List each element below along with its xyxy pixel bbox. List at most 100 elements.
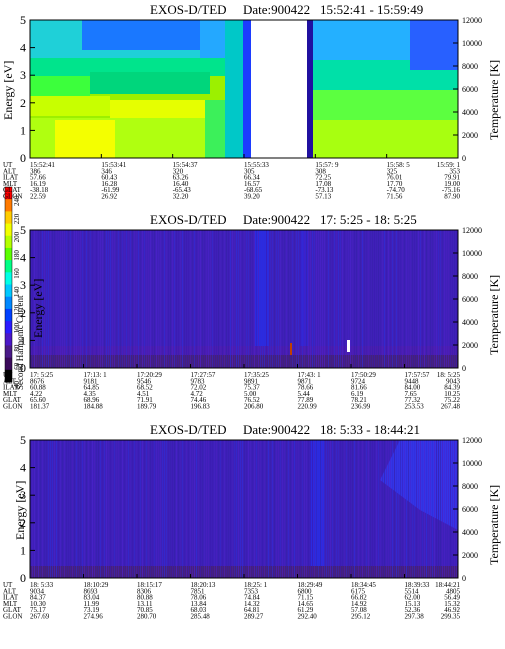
ephemeris-cell: 16.57 — [244, 180, 260, 188]
heatmap-streak — [238, 230, 239, 368]
heatmap-streak — [426, 440, 427, 578]
ephemeris-cell: 72.02 — [191, 384, 207, 392]
ephemeris-cell: 64.81 — [244, 606, 260, 614]
heatmap-streak — [194, 440, 195, 578]
heatmap-streak — [254, 440, 255, 578]
heatmap-streak — [344, 440, 345, 578]
ephemeris-cell: 267.48 — [441, 403, 461, 411]
heatmap-streak — [340, 440, 341, 578]
heatmap-streak — [148, 230, 149, 368]
ephemeris-row-label: GLAT — [3, 396, 22, 404]
heatmap-streak — [168, 440, 169, 578]
heatmap-streak — [190, 440, 191, 578]
heatmap-streak — [312, 230, 313, 368]
heatmap-streak — [58, 440, 59, 578]
heatmap-region — [30, 96, 110, 116]
ephemeris-cell: 60.43 — [101, 174, 117, 182]
heatmap-streak — [364, 230, 365, 368]
heatmap-streak — [428, 440, 429, 578]
panel-1-y2label: Temperature [K] — [487, 60, 501, 140]
heatmap-streak — [300, 440, 301, 578]
colorbar-stripe — [5, 187, 12, 200]
colorbar-stripe — [5, 223, 12, 237]
colorbar-tick-label: 220 — [13, 213, 21, 224]
heatmap-streak — [340, 230, 341, 368]
heatmap-streak — [248, 440, 249, 578]
heatmap-streak — [234, 230, 235, 368]
ephemeris-cell: 15:59: 1 — [437, 161, 461, 169]
heatmap-streak — [450, 230, 451, 368]
ephemeris-cell: 18:39:33 — [405, 581, 430, 589]
heatmap-streak — [282, 230, 283, 368]
heatmap-streak — [234, 440, 235, 578]
heatmap-streak — [238, 440, 239, 578]
heatmap-streak — [394, 230, 395, 368]
heatmap-streak — [184, 440, 185, 578]
heatmap-streak — [174, 230, 175, 368]
heatmap-streak — [426, 230, 427, 368]
heatmap-streak — [54, 440, 55, 578]
heatmap-streak — [178, 440, 179, 578]
heatmap-streak — [84, 440, 85, 578]
ephemeris-cell: 78.21 — [351, 396, 367, 404]
heatmap-streak — [236, 440, 237, 578]
ephemeris-cell: 353 — [450, 167, 461, 175]
heatmap-streak — [174, 440, 175, 578]
heatmap-streak — [406, 230, 407, 368]
heatmap-streak — [150, 230, 151, 368]
ephemeris-cell: 8693 — [84, 587, 99, 595]
heatmap-streak — [288, 230, 289, 368]
ephemeris-cell: -61.99 — [101, 186, 120, 194]
panel-2-texture — [30, 230, 457, 368]
ephemeris-cell: -38.18 — [30, 186, 49, 194]
ephemeris-cell: 325 — [387, 167, 398, 175]
heatmap-streak — [282, 440, 283, 578]
heatmap-streak — [120, 230, 121, 368]
heatmap-streak — [314, 230, 315, 368]
ephemeris-cell: 80.88 — [137, 594, 153, 602]
ephemeris-row-label: MLT — [3, 600, 18, 608]
heatmap-streak — [126, 440, 127, 578]
heatmap-streak — [228, 230, 229, 368]
heatmap-streak — [34, 230, 35, 368]
heatmap-streak — [436, 440, 437, 578]
heatmap-streak — [214, 440, 215, 578]
heatmap-streak — [186, 440, 187, 578]
heatmap-streak — [92, 440, 93, 578]
heatmap-streak — [162, 440, 163, 578]
heatmap-region — [30, 58, 260, 76]
heatmap-streak — [134, 230, 135, 368]
heatmap-streak — [62, 440, 63, 578]
heatmap-streak — [118, 440, 119, 578]
heatmap-region — [313, 90, 458, 120]
heatmap-streak — [96, 230, 97, 368]
heatmap-streak — [202, 230, 203, 368]
panel-2-right-ticks: 0 2000 4000 6000 8000 10000 12000 — [453, 226, 482, 373]
colorbar-stripe — [5, 308, 12, 322]
heatmap-streak — [112, 230, 113, 368]
ephemeris-cell: 9448 — [405, 377, 420, 385]
y2-tick-label: 0 — [462, 364, 466, 373]
y-tick-label: 3 — [20, 68, 26, 82]
heatmap-streak — [392, 440, 393, 578]
ephemeris-cell: 320 — [173, 167, 184, 175]
ephemeris-cell: 75.37 — [244, 384, 260, 392]
panel-1-date: Date:900422 — [243, 2, 310, 17]
colorbar-label: Second Harmonic Current — [15, 295, 25, 390]
ephemeris-cell: 11.99 — [84, 600, 100, 608]
ephemeris-cell: 18:10:29 — [84, 581, 109, 589]
heatmap-streak — [72, 230, 73, 368]
heatmap-streak — [434, 440, 435, 578]
heatmap-streak — [106, 440, 107, 578]
ephemeris-cell: 386 — [30, 167, 41, 175]
heatmap-streak — [276, 230, 277, 368]
ephemeris-cell: 18: 5:25 — [437, 371, 461, 379]
heatmap-streak — [64, 440, 65, 578]
heatmap-streak — [166, 440, 167, 578]
heatmap-streak — [156, 440, 157, 578]
heatmap-streak — [208, 440, 209, 578]
heatmap-streak — [346, 440, 347, 578]
heatmap-streak — [210, 230, 211, 368]
heatmap-streak — [374, 230, 375, 368]
y2-tick-label: 4000 — [462, 318, 478, 327]
